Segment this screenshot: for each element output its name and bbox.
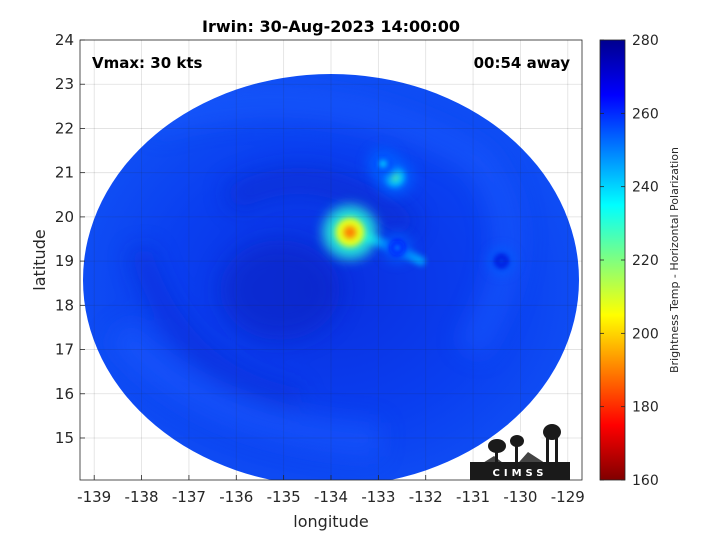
convective-features xyxy=(323,147,515,274)
colorbar-ticks: 160 180 200 220 240 260 280 xyxy=(600,33,659,489)
brightness-temp-swath xyxy=(83,74,579,480)
colorbar-tick-label: 180 xyxy=(632,400,659,416)
colorbar-tick-label: 200 xyxy=(632,326,659,342)
y-tick-label: 24 xyxy=(55,31,74,49)
colorbar-tick-label: 160 xyxy=(632,473,659,489)
cimss-logo: CIMSS xyxy=(470,424,570,480)
colorbar-label: Brightness Temp - Horizontal Polarizatio… xyxy=(668,147,681,373)
logo-text: CIMSS xyxy=(493,468,548,479)
x-tick-label: -131 xyxy=(456,488,490,506)
colorbar-tick-label: 220 xyxy=(632,253,659,269)
y-axis-label: latitude xyxy=(30,229,49,290)
x-tick-label: -135 xyxy=(267,488,301,506)
x-tick-label: -138 xyxy=(125,488,159,506)
x-axis-ticks: -139 -138 -137 -136 -135 -134 -133 -132 -131 -130… xyxy=(77,475,585,506)
colorbar-tick-label: 240 xyxy=(632,180,659,196)
cold-cloud-feature xyxy=(367,147,400,180)
x-tick-label: -136 xyxy=(219,488,253,506)
x-tick-label: -129 xyxy=(551,488,585,506)
y-tick-label: 16 xyxy=(55,385,74,403)
y-tick-label: 20 xyxy=(55,208,74,226)
cold-cloud-feature xyxy=(488,248,515,274)
cold-cloud-feature xyxy=(323,205,377,260)
y-tick-label: 17 xyxy=(55,341,74,359)
y-axis-ticks: 15 16 17 18 19 20 21 22 23 24 xyxy=(55,31,85,447)
x-tick-label: -134 xyxy=(314,488,348,506)
y-tick-label: 19 xyxy=(55,252,74,270)
colorbar-tick-label: 260 xyxy=(632,106,659,122)
x-axis-label: longitude xyxy=(293,512,368,531)
x-tick-label: -139 xyxy=(77,488,111,506)
y-tick-label: 23 xyxy=(55,75,74,93)
plot-grid xyxy=(80,39,582,480)
x-tick-label: -132 xyxy=(409,488,443,506)
chart-title: Irwin: 30-Aug-2023 14:00:00 xyxy=(202,17,460,36)
colorbar-tick-label: 280 xyxy=(632,33,659,49)
x-tick-label: -130 xyxy=(503,488,537,506)
y-tick-label: 22 xyxy=(55,119,74,137)
vmax-label: Vmax: 30 kts xyxy=(92,54,202,72)
x-tick-label: -133 xyxy=(361,488,395,506)
x-tick-label: -137 xyxy=(172,488,206,506)
y-tick-label: 15 xyxy=(55,429,74,447)
cold-cloud-feature xyxy=(383,233,412,263)
y-tick-label: 18 xyxy=(55,296,74,314)
time-away-label: 00:54 away xyxy=(474,54,571,72)
y-tick-label: 21 xyxy=(55,164,74,182)
